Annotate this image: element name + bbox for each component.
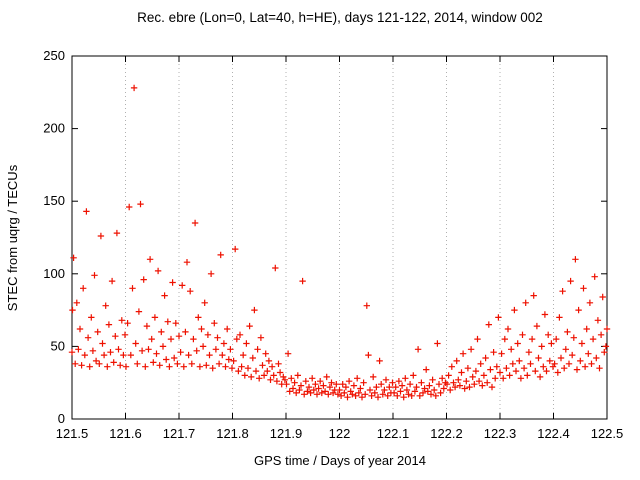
tick-labels: 121.5 121.6 121.7 121.8 121.9 122 122.1 122.2 12…	[43, 48, 623, 441]
y-axis-label: STEC from uqrg / TECUs	[5, 164, 20, 311]
gridlines	[125, 56, 554, 419]
scatter-points	[68, 84, 611, 401]
x-tick-label: 122.5	[591, 426, 624, 441]
x-tick-label: 121.8	[216, 426, 249, 441]
x-tick-label: 121.5	[56, 426, 89, 441]
y-tick-label: 0	[58, 411, 65, 426]
x-tick-label: 122.2	[430, 426, 463, 441]
y-tick-label: 250	[43, 48, 65, 63]
x-tick-label: 122.3	[484, 426, 517, 441]
x-tick-label: 122.1	[377, 426, 410, 441]
y-tick-label: 150	[43, 193, 65, 208]
y-tick-label: 100	[43, 266, 65, 281]
y-tick-label: 200	[43, 121, 65, 136]
x-tick-label: 122	[329, 426, 351, 441]
tick-marks	[71, 55, 608, 420]
data-points	[68, 84, 611, 401]
x-axis-label: GPS time / Days of year 2014	[254, 453, 426, 468]
x-tick-label: 121.7	[163, 426, 196, 441]
x-tick-label: 121.6	[109, 426, 142, 441]
y-tick-label: 50	[51, 338, 65, 353]
x-tick-label: 122.4	[537, 426, 570, 441]
x-tick-label: 121.9	[270, 426, 303, 441]
chart-title: Rec. ebre (Lon=0, Lat=40, h=HE), days 12…	[137, 10, 543, 25]
